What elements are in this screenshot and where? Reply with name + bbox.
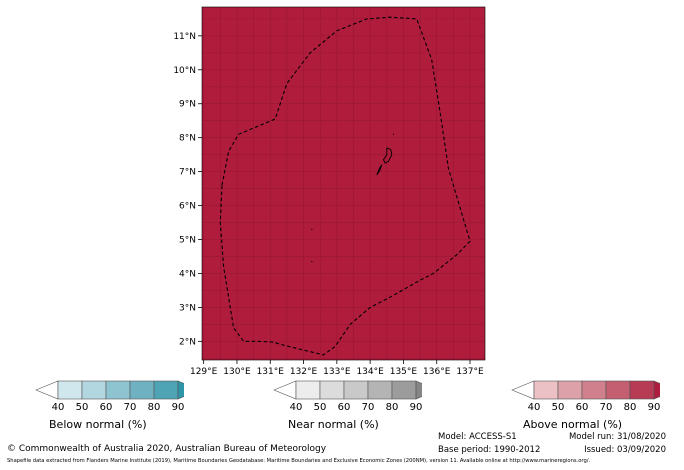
colorbar-tick-label: 60 xyxy=(576,402,589,413)
colorbar-below-normal-label: Below normal (%) xyxy=(49,418,147,431)
colorbar-segment xyxy=(557,380,583,400)
lon-tick-label: 137°E xyxy=(456,367,484,377)
map-axes: 2°N 3°N 4°N 5°N 6°N 7°N 8°N 9°N 10°N 11°N 129°E 130… xyxy=(173,6,486,377)
island-speck xyxy=(311,228,313,230)
colorbar-tick-label: 50 xyxy=(76,402,89,413)
lat-tick-label: 7°N xyxy=(179,168,196,178)
colorbar-near-normal-label: Near normal (%) xyxy=(288,418,379,431)
map-plot-area xyxy=(202,7,485,360)
map-frame xyxy=(201,6,486,361)
colorbar-tick-label: 40 xyxy=(528,402,541,413)
lat-tick-label: 3°N xyxy=(179,303,196,313)
model-run: Model run: 31/08/2020 xyxy=(568,432,666,442)
colorbar-max-arrow xyxy=(653,380,677,400)
colorbar-tick-label: 80 xyxy=(148,402,161,413)
colorbar-segment xyxy=(319,380,345,400)
lon-tick-label: 132°E xyxy=(290,367,318,377)
colorbar-segment xyxy=(605,380,631,400)
lon-tick-label: 135°E xyxy=(390,367,418,377)
colorbar-segment xyxy=(367,380,393,400)
base-period: Base period: 1990-2012 xyxy=(438,445,541,455)
colorbar-tick-label: 50 xyxy=(314,402,327,413)
colorbar-tick-label: 90 xyxy=(410,402,422,413)
colorbar-tick-label: 40 xyxy=(290,402,303,413)
lon-tick-label: 130°E xyxy=(223,367,251,377)
colorbar-tick-label: 60 xyxy=(338,402,351,413)
lon-tick-label: 134°E xyxy=(356,367,384,377)
colorbar-tick-label: 60 xyxy=(100,402,113,413)
colorbar-tick-label: 70 xyxy=(362,402,375,413)
colorbar-tick-label: 40 xyxy=(52,402,65,413)
colorbar-tick-label: 80 xyxy=(624,402,637,413)
lat-tick-label: 5°N xyxy=(179,236,196,246)
colorbar-above-normal-scale: 40 50 60 70 80 90 xyxy=(511,380,677,413)
colorbar-segment xyxy=(105,380,131,400)
colorbar-segment xyxy=(391,380,417,400)
colorbar-segment xyxy=(533,380,559,400)
colorbar-segment xyxy=(57,380,83,400)
island-outline xyxy=(382,147,393,164)
island-speck xyxy=(392,133,395,135)
lat-tick-label: 6°N xyxy=(179,202,196,212)
island-speck xyxy=(311,260,313,263)
colorbar-tick-label: 70 xyxy=(124,402,137,413)
lon-tick-label: 129°E xyxy=(190,367,218,377)
lat-tick-label: 8°N xyxy=(179,134,196,144)
colorbar-segment xyxy=(81,380,107,400)
colorbar-below-normal-scale: 40 50 60 70 80 90 xyxy=(35,380,201,413)
lon-tick-label: 131°E xyxy=(257,367,285,377)
colorbar-min-arrow xyxy=(35,380,59,400)
lat-tick-label: 4°N xyxy=(179,269,196,279)
colorbar-max-arrow xyxy=(415,380,439,400)
colorbar-above-normal: 40 50 60 70 80 90 xyxy=(490,379,677,417)
colorbar-tick-label: 80 xyxy=(386,402,399,413)
colorbar-tick-label: 50 xyxy=(552,402,565,413)
colorbar-segment xyxy=(295,380,321,400)
copyright-text: © Commonwealth of Australia 2020, Austra… xyxy=(7,444,327,454)
colorbar-near-normal: 40 50 60 70 80 90 xyxy=(252,379,439,417)
lat-tick-label: 9°N xyxy=(179,100,196,110)
colorbar-near-normal-scale: 40 50 60 70 80 90 xyxy=(273,380,439,413)
colorbar-segment xyxy=(153,380,179,400)
colorbar-max-arrow xyxy=(177,380,201,400)
lat-tick-label: 11°N xyxy=(173,32,196,42)
colorbar-segment xyxy=(129,380,155,400)
lat-tick-label: 2°N xyxy=(179,337,196,347)
colorbar-min-arrow xyxy=(273,380,297,400)
colorbar-segment xyxy=(343,380,369,400)
colorbar-tick-label: 70 xyxy=(600,402,613,413)
model-name: Model: ACCESS-S1 xyxy=(438,432,517,442)
issued-date: Issued: 03/09/2020 xyxy=(584,445,666,455)
eez-boundary xyxy=(219,16,471,356)
colorbar-below-normal: 40 50 60 70 80 90 xyxy=(14,379,201,417)
colorbar-min-arrow xyxy=(511,380,535,400)
lat-tick-label: 10°N xyxy=(173,66,196,76)
colorbar-segment xyxy=(581,380,607,400)
colorbar-above-normal-label: Above normal (%) xyxy=(523,418,623,431)
colorbar-tick-label: 90 xyxy=(172,402,184,413)
island-outline xyxy=(376,164,383,176)
colorbar-tick-label: 90 xyxy=(648,402,660,413)
lon-tick-label: 136°E xyxy=(423,367,451,377)
colorbar-segment xyxy=(629,380,655,400)
shapefile-note: Shapefile data extracted from Flanders M… xyxy=(7,458,591,464)
lon-tick-label: 133°E xyxy=(323,367,351,377)
forecast-fill xyxy=(202,7,485,360)
